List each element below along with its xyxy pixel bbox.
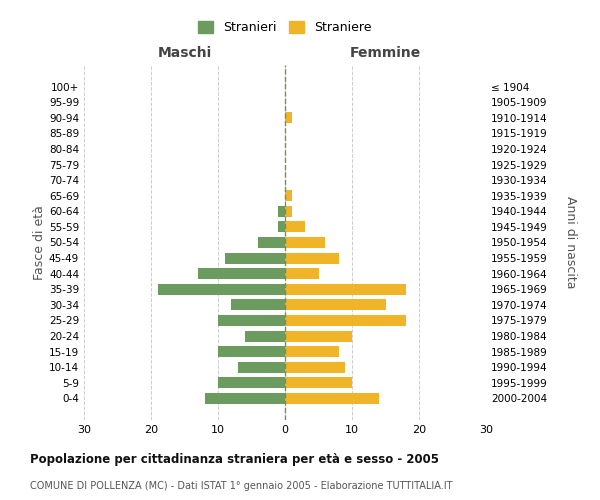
Bar — [218, 315, 285, 326]
Bar — [205, 393, 285, 404]
Bar — [285, 206, 292, 217]
Bar — [285, 315, 406, 326]
Bar — [285, 190, 292, 201]
Bar — [285, 268, 319, 279]
Legend: Stranieri, Straniere: Stranieri, Straniere — [193, 16, 377, 39]
Bar — [285, 362, 346, 372]
Bar — [278, 206, 285, 217]
Bar — [285, 300, 386, 310]
Bar — [285, 112, 292, 123]
Y-axis label: Anni di nascita: Anni di nascita — [564, 196, 577, 289]
Bar — [198, 268, 285, 279]
Bar — [278, 222, 285, 232]
Bar — [285, 346, 338, 357]
Bar — [285, 330, 352, 342]
Bar — [258, 237, 285, 248]
Bar — [232, 300, 285, 310]
Bar — [225, 252, 285, 264]
Bar — [285, 222, 305, 232]
Bar — [285, 252, 338, 264]
Y-axis label: Fasce di età: Fasce di età — [33, 205, 46, 280]
Bar — [218, 378, 285, 388]
Text: Maschi: Maschi — [157, 46, 212, 60]
Bar — [285, 237, 325, 248]
Text: Popolazione per cittadinanza straniera per età e sesso - 2005: Popolazione per cittadinanza straniera p… — [30, 452, 439, 466]
Bar — [158, 284, 285, 294]
Bar — [285, 284, 406, 294]
Text: COMUNE DI POLLENZA (MC) - Dati ISTAT 1° gennaio 2005 - Elaborazione TUTTITALIA.I: COMUNE DI POLLENZA (MC) - Dati ISTAT 1° … — [30, 481, 452, 491]
Bar — [285, 393, 379, 404]
Bar — [245, 330, 285, 342]
Bar — [238, 362, 285, 372]
Bar — [218, 346, 285, 357]
Text: Femmine: Femmine — [350, 46, 421, 60]
Bar — [285, 378, 352, 388]
